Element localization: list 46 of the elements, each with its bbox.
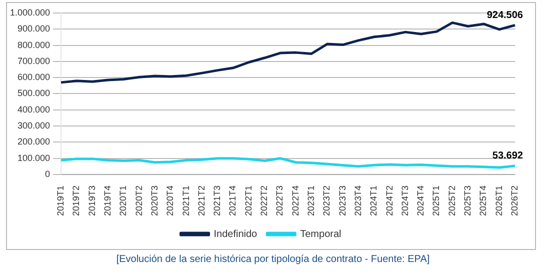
x-tick-label: 2021T1 — [180, 185, 191, 216]
x-tick-label: 2020T2 — [134, 185, 144, 216]
x-tick-label: 2019T2 — [71, 185, 82, 216]
x-tick-label: 2020T4 — [165, 185, 176, 216]
y-tick-label: 400.000 — [17, 104, 50, 114]
x-tick-label: 2020T3 — [149, 185, 160, 216]
x-tick-label: 2021T3 — [212, 185, 222, 216]
x-tick-label: 2023T4 — [352, 185, 363, 216]
y-tick-label: 600.000 — [17, 72, 50, 82]
x-tick-label: 2024T3 — [400, 185, 410, 216]
y-tick-label: 700.000 — [17, 56, 50, 66]
y-tick-label: 0 — [45, 168, 50, 179]
x-tick-label: 2026T2 — [509, 185, 520, 216]
x-tick-label: 2020T1 — [118, 185, 128, 216]
x-tick-label: 2026T1 — [494, 185, 504, 216]
x-tick-label: 2025T2 — [446, 185, 457, 216]
x-tick-label: 2024T4 — [416, 185, 426, 216]
x-tick-label: 2019T4 — [102, 185, 112, 216]
x-tick-label: 2019T1 — [56, 185, 66, 216]
x-tick-label: 2024T1 — [368, 185, 379, 216]
x-tick-label: 2022T2 — [259, 185, 270, 216]
x-tick-label: 2023T2 — [322, 185, 332, 216]
data-label: 924.506 — [486, 10, 524, 21]
x-tick-label: 2022T1 — [243, 185, 254, 216]
legend-label: Temporal — [300, 228, 342, 240]
x-tick-label: 2019T3 — [86, 185, 97, 216]
x-tick-label: 2023T1 — [306, 185, 316, 216]
x-tick-label: 2023T3 — [337, 185, 348, 216]
x-tick-label: 2025T4 — [478, 185, 488, 216]
y-tick-label: 1.000.000 — [10, 7, 50, 18]
y-tick-label: 200.000 — [17, 136, 50, 147]
data-label: 53.692 — [492, 150, 524, 162]
x-tick-label: 2024T2 — [384, 185, 394, 216]
x-tick-label: 2025T1 — [431, 185, 442, 216]
y-tick-label: 900.000 — [17, 24, 50, 34]
x-tick-label: 2022T4 — [290, 185, 300, 216]
y-tick-label: 500.000 — [17, 88, 50, 98]
x-tick-label: 2021T4 — [228, 185, 238, 216]
text: [Evolución de la serie histórica por tipología de contrato - Fuente: EPA] — [115, 254, 431, 265]
x-tick-label: 2025T3 — [462, 185, 473, 216]
y-tick-label: 800.000 — [17, 40, 50, 50]
y-tick-label: 100.000 — [17, 152, 50, 163]
legend-label: Indefinido — [214, 228, 258, 240]
x-tick-label: 2021T2 — [196, 185, 206, 216]
x-tick-label: 2022T3 — [274, 185, 285, 216]
y-tick-label: 300.000 — [17, 120, 50, 131]
